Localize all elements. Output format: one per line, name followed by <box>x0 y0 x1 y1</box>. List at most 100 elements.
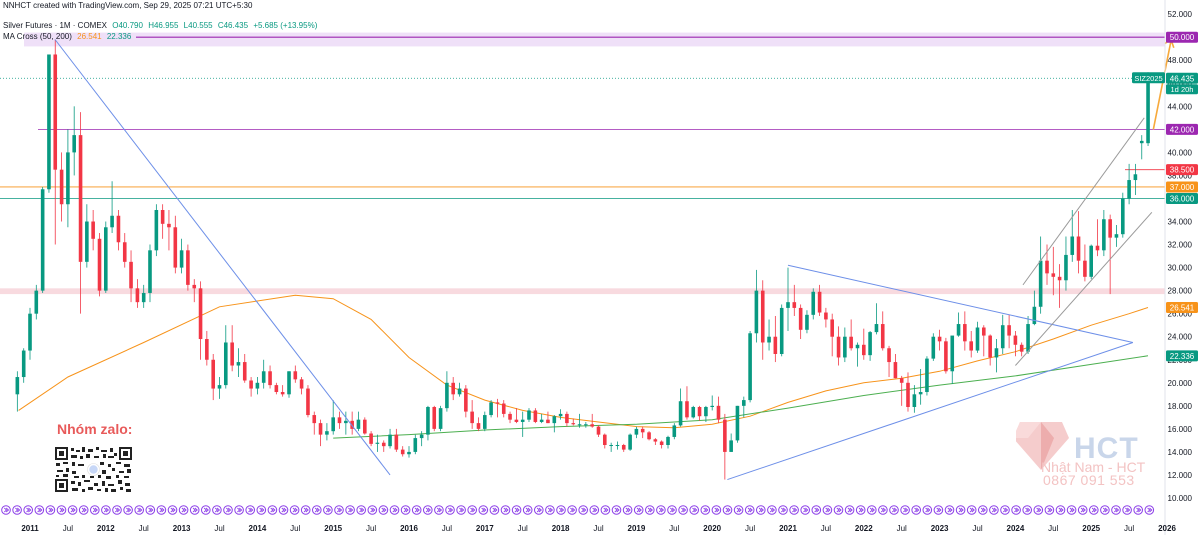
x-tick-label: Jul <box>214 524 224 533</box>
event-marker-arrow <box>692 507 698 513</box>
candle-body <box>110 215 114 228</box>
candle-body <box>167 223 171 228</box>
candles <box>15 39 1150 480</box>
x-tick-label: Jul <box>1048 524 1058 533</box>
candle-body <box>274 385 279 393</box>
event-marker-arrow <box>903 507 909 513</box>
candle-body <box>223 342 228 386</box>
candle-body <box>514 419 519 422</box>
candle-body <box>268 371 272 386</box>
candle-body <box>577 424 582 426</box>
resistance-zone-50 <box>24 32 1165 47</box>
event-marker-arrow <box>1036 507 1042 513</box>
event-marker-arrow <box>1080 507 1086 513</box>
candle-body <box>1102 219 1106 251</box>
candle-body <box>716 405 721 420</box>
x-tick-label: Jul <box>972 524 982 533</box>
event-marker-arrow <box>425 507 431 513</box>
event-marker-arrow <box>681 507 687 513</box>
candle-body <box>868 332 872 356</box>
candle-body <box>129 261 133 289</box>
candle-body <box>451 382 455 395</box>
candle-body <box>337 417 342 424</box>
candle-body <box>40 189 45 291</box>
event-marker-arrow <box>625 507 631 513</box>
candle-body <box>899 378 904 383</box>
price-label-text: 26.541 <box>1170 303 1195 312</box>
candle-body <box>205 339 209 360</box>
event-marker-arrow <box>4 507 10 513</box>
event-marker-arrow <box>547 507 554 513</box>
event-marker-arrow <box>636 507 642 513</box>
candle-body <box>400 449 405 455</box>
candle-body <box>786 302 790 308</box>
event-marker-arrow <box>1136 507 1142 513</box>
candle-body <box>1139 140 1144 144</box>
event-marker-arrow <box>248 507 254 513</box>
event-marker-arrow <box>936 507 942 513</box>
candle-body <box>363 419 367 434</box>
candle-body <box>1000 325 1005 349</box>
event-marker-arrow <box>514 507 520 513</box>
candle-body <box>742 400 746 406</box>
candle-body <box>394 434 399 450</box>
candle-body <box>672 425 677 437</box>
candle-body <box>748 333 752 401</box>
event-marker-arrow <box>736 507 742 513</box>
trendline-down-trend <box>54 39 391 476</box>
event-marker-arrow <box>503 507 509 513</box>
event-marker-arrow <box>214 507 221 513</box>
candle-body <box>261 371 266 383</box>
candle-body <box>198 288 203 340</box>
candle-body <box>659 441 664 446</box>
event-marker-arrow <box>181 507 187 513</box>
candle-body <box>445 382 449 409</box>
candle-body <box>988 335 992 358</box>
event-marker-arrow <box>115 507 121 513</box>
candle-body <box>426 406 430 435</box>
candle-body <box>381 442 386 447</box>
event-marker-arrow <box>814 507 820 513</box>
x-tick-label: 2018 <box>552 524 570 533</box>
x-tick-label: 2011 <box>21 524 39 533</box>
price-label-box <box>1166 31 1198 43</box>
candle-body <box>388 434 392 447</box>
candle-body <box>723 419 727 452</box>
time-axis[interactable]: 2011 Jul 2012 Jul 2013 Jul 2014 Jul 2015 Jul 2016 J… <box>21 524 1176 533</box>
candle-body <box>855 344 860 349</box>
zalo-qr-code[interactable] <box>54 446 133 493</box>
price-label-text: 50.000 <box>1170 33 1195 42</box>
candle-body <box>312 415 317 424</box>
legend-indicator: MA Cross (50, 200) 26.541 22.336 <box>3 32 134 41</box>
x-tick-label: 2014 <box>249 524 267 533</box>
candle-body <box>508 413 512 420</box>
candle-body <box>47 54 51 190</box>
candle-body <box>211 359 216 389</box>
y-tick-label: 40.000 <box>1168 148 1193 157</box>
candle-body <box>97 238 102 291</box>
symbol-tag-box <box>1132 72 1165 84</box>
ohlc-low: L40.555 <box>183 21 213 30</box>
candle-body <box>255 382 260 389</box>
event-marker-arrow <box>436 507 443 513</box>
y-tick-label: 18.000 <box>1168 402 1193 411</box>
watermark-logo-text: HCT <box>1074 432 1139 465</box>
event-marker-arrow <box>1102 507 1109 513</box>
candle-body <box>501 403 506 414</box>
price-label-box <box>1166 72 1198 84</box>
candle-body <box>1089 245 1093 277</box>
event-marker-arrow <box>392 507 398 513</box>
candle-body <box>805 314 809 330</box>
price-label-text: 22.336 <box>1170 352 1195 361</box>
candle-body <box>527 410 531 420</box>
event-marker-arrow <box>725 507 731 513</box>
candle-body <box>817 291 822 313</box>
candle-body <box>760 290 765 343</box>
candle-body <box>830 319 834 337</box>
x-tick-label: 2023 <box>931 524 949 533</box>
candle-body <box>1026 324 1030 352</box>
price-label-box <box>1166 123 1198 135</box>
event-marker-arrow <box>525 507 531 513</box>
price-label-box <box>1166 301 1198 313</box>
